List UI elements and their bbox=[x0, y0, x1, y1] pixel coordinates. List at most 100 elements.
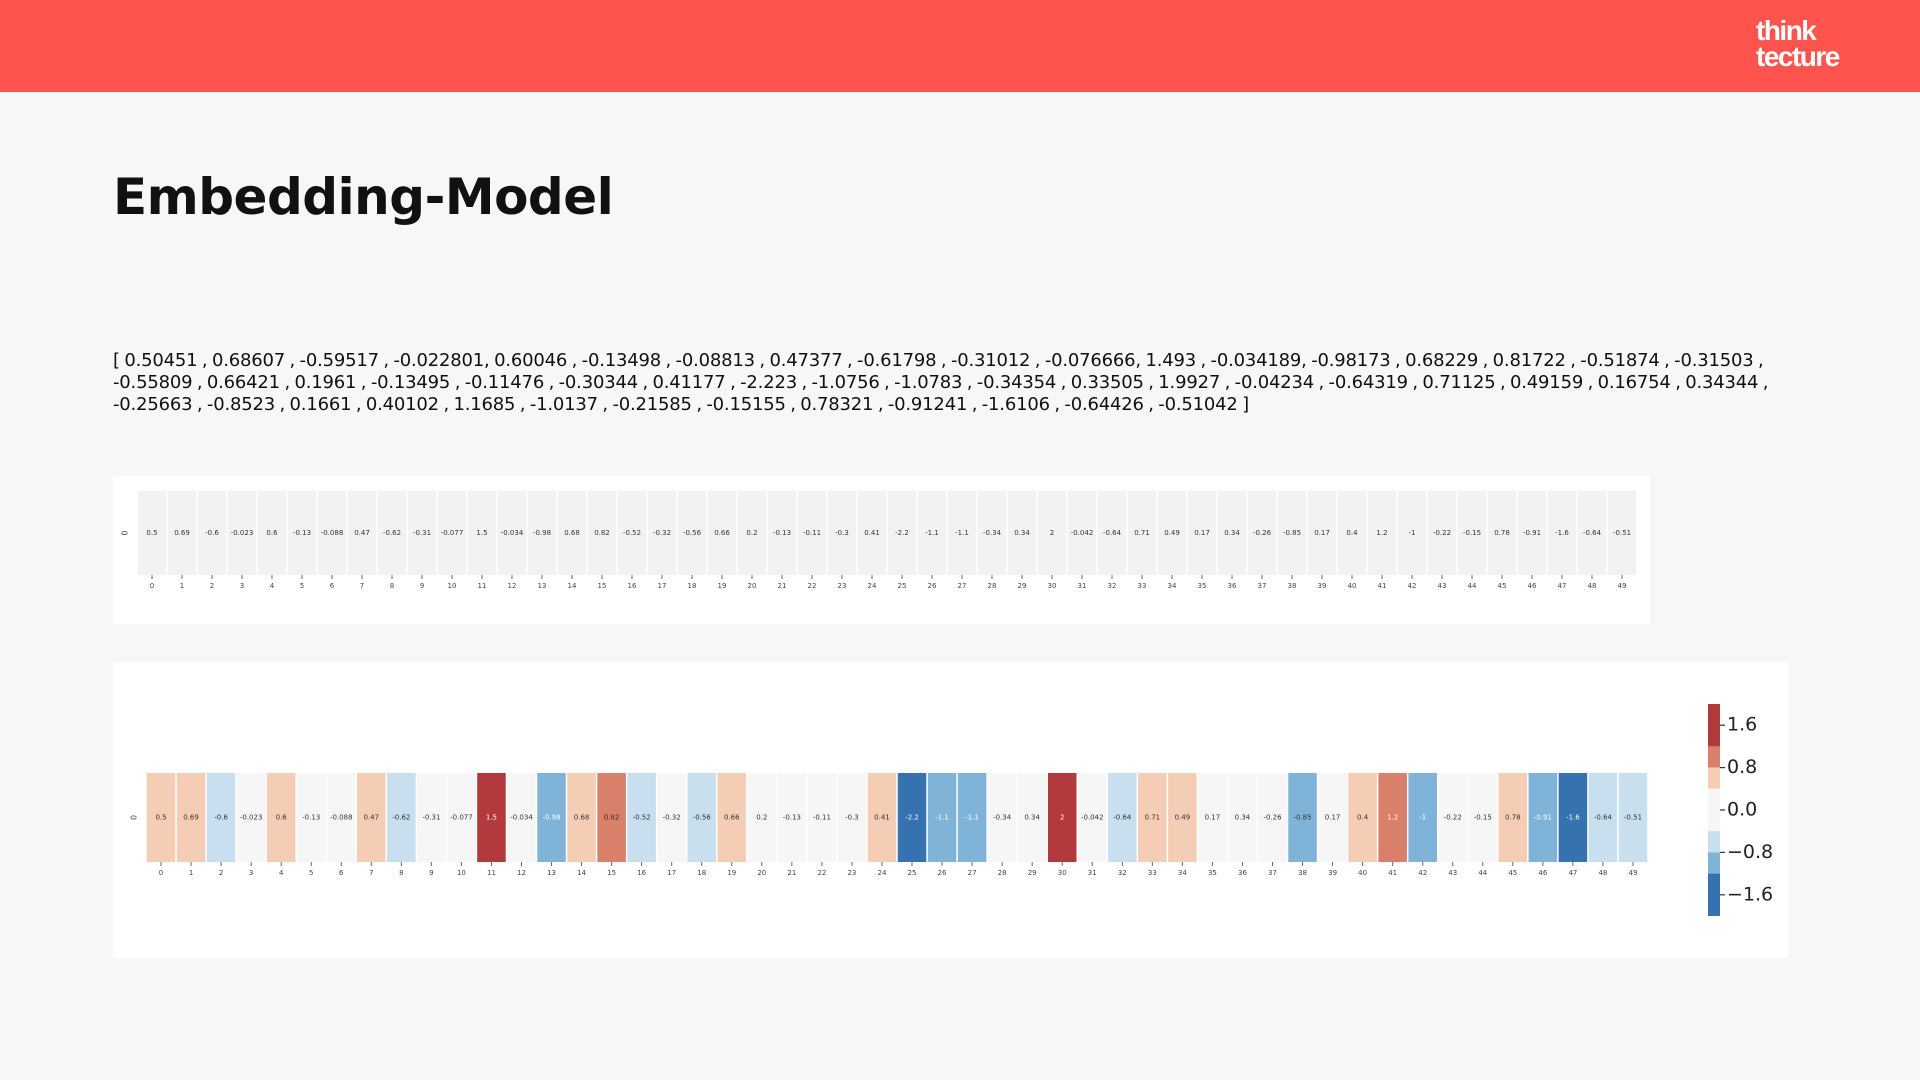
x-tick-label: 28 bbox=[998, 869, 1007, 877]
x-tick-label: 5 bbox=[309, 869, 313, 877]
heatmap-cell bbox=[206, 773, 236, 862]
heatmap-cell bbox=[1337, 491, 1367, 575]
cell-value-label: -0.32 bbox=[663, 814, 681, 822]
x-tick-label: 23 bbox=[838, 582, 847, 590]
heatmap-cell bbox=[1007, 491, 1037, 575]
x-tick-label: 11 bbox=[487, 869, 496, 877]
colorbar-segment bbox=[1708, 767, 1720, 789]
x-tick-label: 18 bbox=[697, 869, 706, 877]
cell-value-label: 0.17 bbox=[1314, 529, 1330, 537]
heatmap-cell bbox=[927, 773, 957, 862]
cell-value-label: 0.71 bbox=[1134, 529, 1150, 537]
heatmap-cell bbox=[707, 491, 737, 575]
cell-value-label: -0.077 bbox=[450, 814, 473, 822]
heatmap-cell bbox=[677, 491, 707, 575]
cell-value-label: -0.077 bbox=[441, 529, 464, 537]
x-tick-label: 0 bbox=[150, 582, 154, 590]
x-tick-label: 13 bbox=[538, 582, 547, 590]
cell-value-label: -0.22 bbox=[1433, 529, 1451, 537]
embedding-vector-text: [ 0.50451 , 0.68607 , -0.59517 , -0.0228… bbox=[113, 350, 1769, 415]
x-tick-label: 14 bbox=[577, 869, 586, 877]
heatmap-cell bbox=[1468, 773, 1498, 862]
cell-value-label: -0.31 bbox=[413, 529, 431, 537]
cell-value-label: 0.41 bbox=[864, 529, 880, 537]
x-tick-label: 33 bbox=[1148, 869, 1157, 877]
cell-value-label: -0.023 bbox=[240, 814, 263, 822]
cell-value-label: -0.64 bbox=[1103, 529, 1122, 537]
x-tick-label: 31 bbox=[1088, 869, 1097, 877]
x-tick-label: 17 bbox=[658, 582, 667, 590]
x-tick-label: 19 bbox=[727, 869, 736, 877]
x-tick-label: 30 bbox=[1058, 869, 1067, 877]
cell-value-label: -0.91 bbox=[1523, 529, 1541, 537]
heatmap-cell bbox=[587, 491, 617, 575]
colorbar-segment bbox=[1708, 831, 1720, 853]
heatmap-cell bbox=[227, 491, 257, 575]
x-tick-label: 38 bbox=[1288, 582, 1297, 590]
heatmap-cell bbox=[1457, 491, 1487, 575]
heatmap-cell bbox=[1217, 491, 1247, 575]
heatmap-cell bbox=[747, 773, 777, 862]
heatmap-cell bbox=[1168, 773, 1197, 862]
heatmap-cell bbox=[1157, 491, 1187, 575]
heatmap-cell bbox=[1067, 491, 1097, 575]
cell-value-label: -0.6 bbox=[205, 529, 219, 537]
cell-value-label: -0.26 bbox=[1263, 814, 1282, 822]
heatmap-cell bbox=[197, 491, 227, 575]
cell-value-label: -0.52 bbox=[633, 814, 651, 822]
heatmap-cell bbox=[407, 491, 437, 575]
cell-value-label: 0.2 bbox=[746, 529, 757, 537]
heatmap-cell bbox=[137, 491, 167, 575]
cell-value-label: -1 bbox=[1409, 529, 1416, 537]
cell-value-label: -0.15 bbox=[1474, 814, 1492, 822]
x-tick-label: 8 bbox=[390, 582, 394, 590]
x-tick-label: 44 bbox=[1468, 582, 1477, 590]
x-tick-label: 48 bbox=[1598, 869, 1607, 877]
cell-value-label: -0.023 bbox=[231, 529, 254, 537]
cell-value-label: 0.47 bbox=[354, 529, 370, 537]
x-tick-label: 27 bbox=[958, 582, 967, 590]
heatmap-cell bbox=[777, 773, 807, 862]
x-tick-label: 36 bbox=[1228, 582, 1237, 590]
cell-value-label: -1.6 bbox=[1555, 529, 1569, 537]
colorbar-tick-label: 0.0 bbox=[1727, 799, 1757, 821]
heatmap-cell bbox=[326, 773, 356, 862]
cell-value-label: 0.4 bbox=[1346, 529, 1358, 537]
heatmap-cell bbox=[317, 491, 347, 575]
heatmap-cell bbox=[296, 773, 326, 862]
heatmap-cell bbox=[1198, 773, 1227, 862]
heatmap-cell bbox=[1487, 491, 1517, 575]
heatmap-cell bbox=[947, 491, 977, 575]
cell-value-label: -0.26 bbox=[1253, 529, 1272, 537]
heatmap-cell bbox=[477, 773, 506, 862]
heatmap-cell bbox=[387, 773, 416, 862]
x-tick-label: 24 bbox=[868, 582, 877, 590]
cell-value-label: 0.6 bbox=[266, 529, 278, 537]
heatmap-cell bbox=[917, 491, 947, 575]
x-tick-label: 1 bbox=[189, 869, 193, 877]
heatmap-cell bbox=[657, 773, 686, 862]
heatmap-cell bbox=[1498, 773, 1528, 862]
cell-value-label: -0.6 bbox=[214, 814, 228, 822]
heatmap-cell bbox=[1097, 491, 1127, 575]
x-tick-label: 19 bbox=[718, 582, 727, 590]
heatmap-cell bbox=[1558, 773, 1588, 862]
x-tick-label: 29 bbox=[1018, 582, 1027, 590]
x-tick-label: 20 bbox=[748, 582, 757, 590]
cell-value-label: -1.1 bbox=[935, 814, 949, 822]
heatmap-cell bbox=[437, 491, 467, 575]
heatmap-colored-panel: 0 0.5 0 0.69 1 -0.6 2 -0.023 3 0.6 4 -0.13 5 -0.088 6 0… bbox=[113, 662, 1788, 958]
x-tick-label: 34 bbox=[1168, 582, 1177, 590]
x-tick-label: 37 bbox=[1258, 582, 1267, 590]
cell-value-label: 0.2 bbox=[756, 814, 767, 822]
colorbar-segment bbox=[1708, 873, 1720, 916]
heatmap-cell bbox=[1138, 773, 1167, 862]
x-tick-label: 6 bbox=[330, 582, 335, 590]
cell-value-label: -0.85 bbox=[1293, 814, 1311, 822]
x-tick-label: 9 bbox=[420, 582, 424, 590]
heatmap-cell bbox=[357, 773, 386, 862]
cell-value-label: -0.3 bbox=[845, 814, 859, 822]
heatmap-cell bbox=[1017, 773, 1047, 862]
heatmap-cell bbox=[1307, 491, 1337, 575]
heatmap-cell bbox=[1047, 773, 1077, 862]
